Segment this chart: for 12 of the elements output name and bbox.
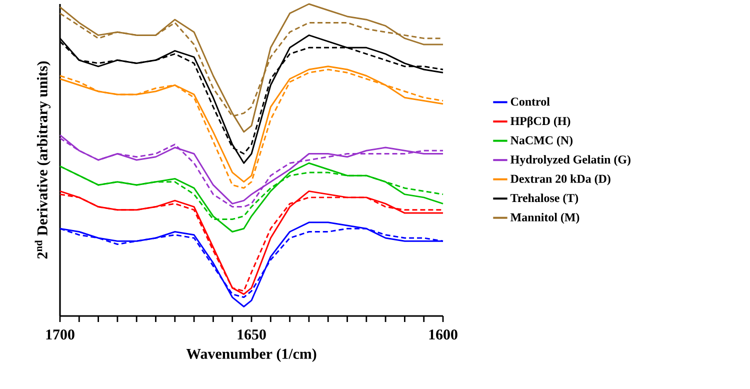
x-tick-label: 1600 bbox=[429, 329, 458, 340]
legend-label: Dextran 20 kDa (D) bbox=[510, 174, 610, 186]
x-tick-label: 1650 bbox=[238, 329, 266, 340]
legend-label: Mannitol (M) bbox=[510, 212, 580, 224]
legend-label: Hydrolyzed Gelatin (G) bbox=[510, 155, 630, 166]
legend-label: Control bbox=[510, 97, 550, 106]
legend-label: HPβCD (H) bbox=[510, 116, 570, 128]
x-axis-title: Wavenumber (1/cm) bbox=[186, 348, 316, 362]
legend-label: Trehalose (T) bbox=[510, 194, 578, 205]
legend-label: NaCMC (N) bbox=[510, 136, 573, 147]
y-axis-title: 2$^{nd}$ Derivative (arbitrary units) bbox=[34, 61, 50, 259]
x-tick-label: 1700 bbox=[46, 329, 74, 340]
